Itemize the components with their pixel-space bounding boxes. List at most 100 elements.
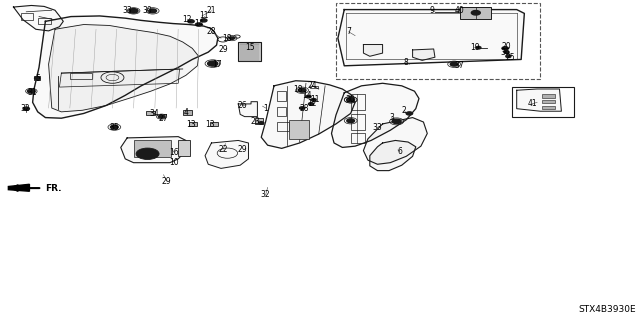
Text: 11: 11 bbox=[310, 95, 319, 104]
Circle shape bbox=[195, 23, 202, 26]
Text: 11: 11 bbox=[199, 11, 209, 20]
Polygon shape bbox=[261, 81, 355, 148]
Text: 4: 4 bbox=[184, 108, 188, 117]
Text: 26: 26 bbox=[237, 101, 247, 110]
Text: 20: 20 bbox=[502, 42, 511, 51]
Text: 28: 28 bbox=[207, 27, 216, 36]
Polygon shape bbox=[8, 184, 29, 191]
Text: 34: 34 bbox=[149, 109, 159, 118]
Circle shape bbox=[451, 62, 458, 66]
Bar bbox=[511, 87, 574, 117]
Polygon shape bbox=[338, 10, 524, 66]
Bar bbox=[461, 7, 491, 19]
Circle shape bbox=[347, 119, 355, 123]
Polygon shape bbox=[364, 118, 428, 164]
Circle shape bbox=[308, 103, 314, 105]
Bar bbox=[351, 115, 365, 130]
Circle shape bbox=[159, 115, 165, 118]
Polygon shape bbox=[33, 16, 218, 118]
Text: 16: 16 bbox=[170, 148, 179, 157]
Polygon shape bbox=[60, 69, 179, 87]
Text: 12: 12 bbox=[308, 100, 317, 108]
Circle shape bbox=[259, 122, 264, 124]
Circle shape bbox=[311, 99, 316, 101]
Text: 30: 30 bbox=[143, 6, 152, 15]
Bar bbox=[276, 107, 286, 116]
Text: 37: 37 bbox=[454, 61, 464, 70]
Bar bbox=[276, 91, 286, 101]
Circle shape bbox=[506, 55, 511, 57]
Text: 13: 13 bbox=[186, 120, 196, 129]
Text: 30: 30 bbox=[346, 95, 356, 104]
Text: 36: 36 bbox=[500, 48, 510, 57]
Circle shape bbox=[471, 11, 480, 15]
Text: 18: 18 bbox=[223, 34, 232, 43]
Text: 33: 33 bbox=[122, 6, 132, 15]
Bar bbox=[21, 13, 33, 20]
Bar bbox=[178, 140, 189, 156]
Text: 28: 28 bbox=[300, 104, 308, 113]
Text: 17: 17 bbox=[212, 60, 221, 69]
Text: 32: 32 bbox=[261, 190, 271, 199]
Circle shape bbox=[347, 98, 355, 102]
Text: FR.: FR. bbox=[45, 184, 61, 193]
Polygon shape bbox=[370, 140, 416, 171]
Bar bbox=[310, 86, 318, 88]
Bar bbox=[238, 42, 260, 61]
Circle shape bbox=[504, 51, 509, 53]
Text: 18: 18 bbox=[293, 85, 302, 94]
Circle shape bbox=[200, 19, 207, 22]
Text: 21: 21 bbox=[207, 6, 216, 15]
Bar bbox=[542, 106, 555, 109]
Circle shape bbox=[28, 89, 35, 93]
Text: 6: 6 bbox=[397, 147, 403, 156]
Bar bbox=[351, 94, 365, 110]
Circle shape bbox=[23, 107, 29, 110]
Circle shape bbox=[392, 119, 401, 123]
Text: 3: 3 bbox=[389, 113, 394, 122]
Bar bbox=[336, 3, 540, 79]
Text: 40: 40 bbox=[454, 6, 464, 15]
Text: 41: 41 bbox=[527, 100, 537, 108]
Bar bbox=[134, 140, 171, 157]
Text: 7: 7 bbox=[346, 27, 351, 36]
Circle shape bbox=[476, 47, 481, 49]
Bar bbox=[70, 73, 92, 79]
Text: 31: 31 bbox=[28, 88, 37, 97]
Polygon shape bbox=[121, 137, 187, 163]
Polygon shape bbox=[238, 102, 257, 117]
Text: 25: 25 bbox=[506, 53, 515, 62]
Text: 2: 2 bbox=[402, 106, 406, 115]
Polygon shape bbox=[413, 49, 435, 60]
Bar bbox=[276, 122, 289, 131]
Text: 8: 8 bbox=[404, 58, 408, 67]
Text: 14: 14 bbox=[303, 92, 312, 100]
Text: STX4B3930E: STX4B3930E bbox=[579, 306, 636, 315]
Text: 32: 32 bbox=[20, 104, 30, 113]
Text: 10: 10 bbox=[170, 158, 179, 167]
Bar bbox=[38, 18, 51, 24]
Circle shape bbox=[300, 107, 305, 109]
Text: 29: 29 bbox=[237, 145, 247, 154]
Text: 27: 27 bbox=[159, 114, 168, 123]
Circle shape bbox=[149, 9, 157, 13]
Bar bbox=[542, 100, 555, 103]
Polygon shape bbox=[516, 89, 561, 111]
Text: 23: 23 bbox=[250, 117, 260, 126]
Text: 1: 1 bbox=[263, 104, 268, 113]
Circle shape bbox=[136, 148, 159, 160]
Polygon shape bbox=[364, 45, 383, 56]
Polygon shape bbox=[13, 5, 63, 31]
Bar bbox=[210, 122, 218, 126]
Polygon shape bbox=[205, 140, 248, 168]
Circle shape bbox=[306, 95, 311, 98]
Circle shape bbox=[229, 37, 234, 40]
Text: 29: 29 bbox=[162, 177, 172, 186]
Text: 29: 29 bbox=[218, 45, 228, 55]
Circle shape bbox=[298, 88, 306, 92]
Text: 9: 9 bbox=[429, 6, 434, 15]
Bar bbox=[189, 122, 197, 126]
Circle shape bbox=[129, 9, 138, 13]
Bar bbox=[182, 110, 192, 115]
Bar bbox=[34, 76, 40, 80]
